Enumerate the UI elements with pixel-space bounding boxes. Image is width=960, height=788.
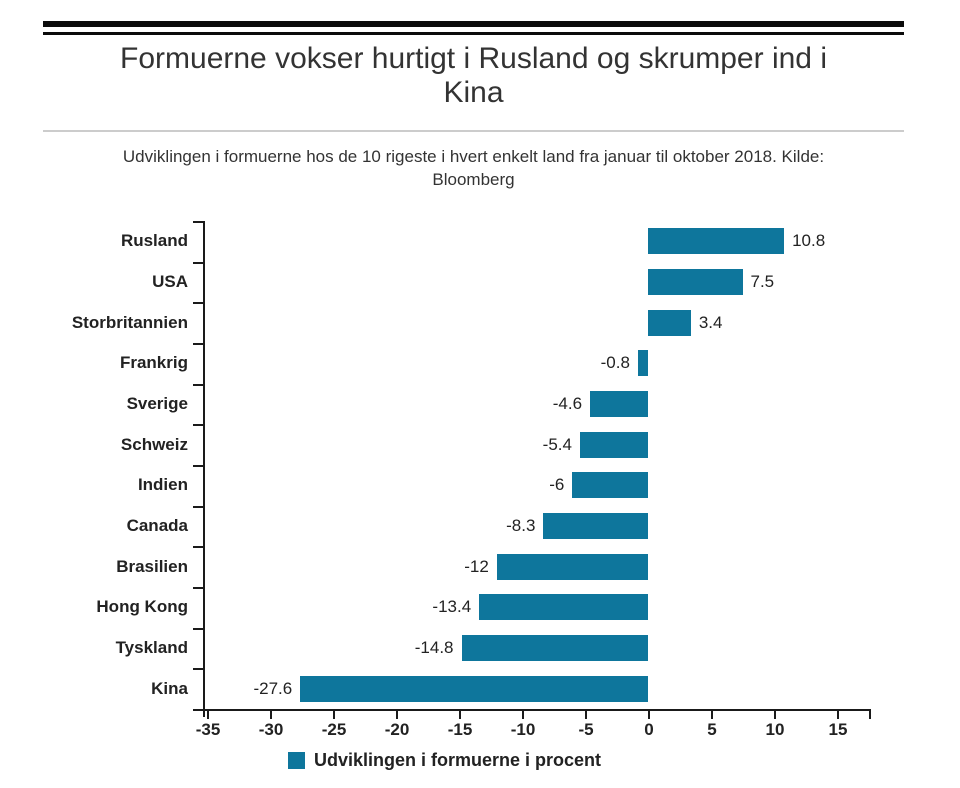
x-axis-tick bbox=[711, 709, 713, 719]
value-label: 3.4 bbox=[698, 312, 723, 332]
y-axis-tick bbox=[193, 546, 205, 549]
category-label: Frankrig bbox=[119, 353, 188, 373]
value-label: -5.4 bbox=[542, 434, 572, 454]
category-label: Storbritannien bbox=[71, 312, 188, 332]
x-tick-label: 0 bbox=[644, 720, 654, 739]
category-label: Kina bbox=[151, 678, 188, 698]
value-label: 10.8 bbox=[792, 231, 826, 251]
bar bbox=[479, 594, 648, 621]
y-axis-tick bbox=[193, 627, 205, 630]
x-tick-label: -30 bbox=[258, 720, 284, 739]
value-label: -27.6 bbox=[253, 678, 293, 698]
x-tick-label: -25 bbox=[321, 720, 347, 739]
value-label: -6 bbox=[549, 475, 565, 495]
value-label: -14.8 bbox=[414, 637, 454, 657]
category-label: Brasilien bbox=[116, 556, 188, 576]
top-rule-thin bbox=[43, 32, 904, 35]
category-label: Rusland bbox=[120, 231, 188, 251]
bar bbox=[496, 553, 648, 580]
value-label: -4.6 bbox=[552, 393, 583, 413]
y-axis-tick bbox=[193, 261, 205, 264]
chart-subtitle-line-2: Bloomberg bbox=[432, 170, 515, 189]
x-tick-label: -20 bbox=[384, 720, 410, 739]
category-label: USA bbox=[152, 271, 188, 291]
y-axis-tick bbox=[193, 587, 205, 589]
x-tick-label: 15 bbox=[828, 720, 848, 739]
x-axis-tick bbox=[585, 709, 587, 719]
value-label: 7.5 bbox=[750, 271, 775, 291]
x-tick-label: -15 bbox=[447, 720, 473, 739]
bar bbox=[648, 309, 691, 336]
x-axis-tick bbox=[207, 709, 209, 719]
y-axis-line bbox=[203, 221, 205, 717]
y-axis-tick bbox=[193, 302, 205, 305]
y-axis-tick bbox=[193, 465, 205, 467]
x-tick-label: -35 bbox=[195, 720, 221, 739]
x-axis-tick bbox=[270, 709, 272, 719]
y-axis-tick bbox=[193, 221, 205, 223]
bar bbox=[300, 675, 648, 702]
bar bbox=[543, 513, 648, 539]
value-label: -0.8 bbox=[600, 353, 630, 373]
x-axis-line bbox=[203, 709, 871, 711]
bar bbox=[572, 472, 648, 499]
bar bbox=[648, 269, 743, 295]
x-tick-label: 5 bbox=[707, 720, 717, 739]
chart-subtitle: Udviklingen i formuerne hos de 10 rigest… bbox=[43, 145, 904, 191]
bar bbox=[590, 391, 648, 417]
bar bbox=[579, 431, 648, 458]
x-axis-tick bbox=[774, 709, 776, 719]
y-axis-tick bbox=[193, 424, 205, 427]
category-label: Canada bbox=[126, 515, 188, 535]
chart-title-line-1: Formuerne vokser hurtigt i Rusland og sk… bbox=[120, 42, 827, 75]
x-tick-label: -10 bbox=[510, 720, 536, 739]
legend-swatch bbox=[288, 752, 305, 769]
y-axis-tick bbox=[193, 383, 205, 386]
x-axis-tick bbox=[837, 709, 839, 719]
category-label: Schweiz bbox=[120, 434, 188, 454]
title-divider bbox=[43, 130, 904, 132]
x-axis-tick bbox=[648, 709, 650, 719]
category-label: Hong Kong bbox=[96, 597, 188, 617]
y-axis-tick bbox=[193, 343, 205, 345]
legend-label: Udviklingen i formuerne i procent bbox=[314, 750, 602, 770]
category-label: Indien bbox=[137, 475, 188, 495]
bar bbox=[461, 635, 648, 661]
x-tick-label: 10 bbox=[765, 720, 785, 739]
bar bbox=[648, 228, 785, 255]
y-axis-tick bbox=[193, 505, 205, 508]
chart-subtitle-line-1: Udviklingen i formuerne hos de 10 rigest… bbox=[122, 147, 825, 166]
top-rule-thick bbox=[43, 21, 904, 27]
x-axis-tick bbox=[522, 709, 524, 719]
y-axis-tick bbox=[193, 709, 205, 711]
y-axis-tick bbox=[193, 668, 205, 671]
x-axis-tick bbox=[459, 709, 461, 719]
category-label: Sverige bbox=[126, 393, 188, 413]
x-axis-tick bbox=[396, 709, 398, 719]
x-axis-endcap-tick bbox=[869, 709, 871, 719]
x-axis-tick bbox=[333, 709, 335, 719]
value-label: -13.4 bbox=[432, 597, 472, 617]
value-label: -8.3 bbox=[506, 515, 536, 535]
chart-title-line-2: Kina bbox=[443, 76, 504, 109]
bar bbox=[637, 350, 648, 377]
chart-title: Formuerne vokser hurtigt i Rusland og sk… bbox=[43, 42, 904, 110]
legend: Udviklingen i formuerne i procent bbox=[288, 750, 601, 771]
category-label: Tyskland bbox=[115, 637, 188, 657]
value-label: -12 bbox=[464, 556, 489, 576]
x-tick-label: -5 bbox=[578, 720, 594, 739]
